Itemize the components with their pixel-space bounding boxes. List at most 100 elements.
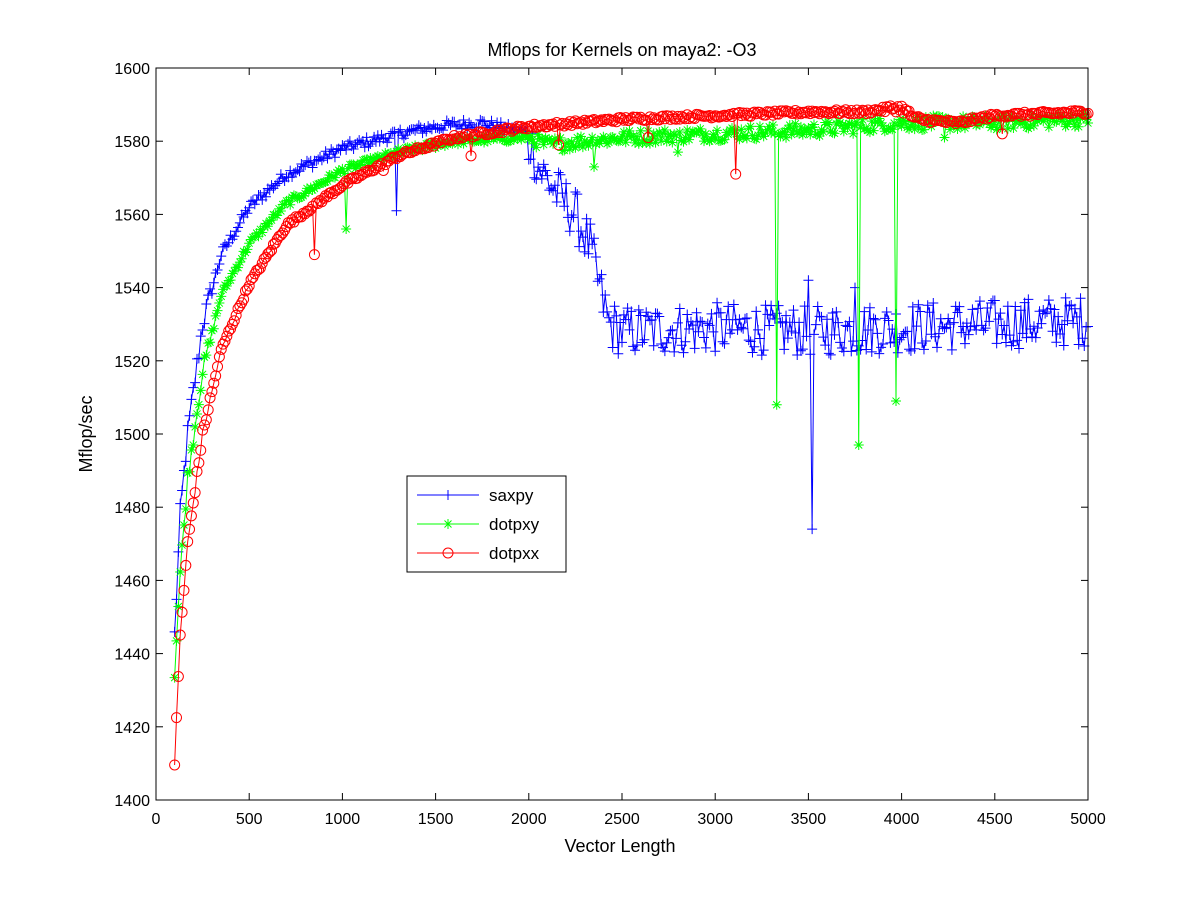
data-point-dotpxy-304-shape [736,124,747,135]
data-point-saxpy-446 [1000,337,1011,348]
data-point-dotpxx-28 [221,330,233,342]
data-point-dotpxy-207-shape [555,132,566,143]
data-point-saxpy-307 [741,312,752,323]
data-point-saxpy-263 [659,346,670,357]
data-point-saxpy-155 [458,115,469,126]
data-point-dotpxy-248 [631,131,642,142]
data-point-dotpxy-5-shape [178,520,189,531]
data-point-saxpy-454-shape [1015,305,1026,316]
data-point-dotpxx-8 [184,523,196,535]
data-point-dotpxy-310 [747,130,758,141]
data-point-dotpxx-32 [228,315,240,327]
data-point-saxpy-115-shape [384,133,394,144]
data-point-dotpxy-204 [549,133,560,144]
data-point-saxpy-393-shape [902,326,913,337]
data-point-dotpxy-30-shape [225,275,236,286]
data-point-dotpxy-338-shape [799,124,810,135]
data-point-saxpy-13-shape [193,353,204,364]
data-point-dotpxy-35 [234,257,245,268]
data-point-saxpy-431 [973,303,984,314]
data-point-saxpy-453 [1014,343,1025,354]
data-point-dotpxy-295-shape [719,134,730,145]
data-point-saxpy-263-shape [659,346,670,357]
data-point-dotpxy-299 [726,123,737,134]
data-point-dotpxy-173 [492,133,503,144]
data-point-dotpxy-193-shape [529,138,540,149]
data-point-dotpxy-330-shape [784,120,795,131]
data-point-saxpy-219 [577,232,588,243]
data-point-dotpxy-189 [521,129,532,140]
data-point-dotpxx-446-shape [1000,111,1012,123]
data-point-dotpxy-38 [240,247,251,258]
data-point-dotpxy-406-shape [926,121,937,132]
data-point-dotpxy-3 [175,567,186,578]
data-point-saxpy-55-shape [272,178,283,189]
data-point-saxpy-225-shape [589,233,600,244]
data-point-saxpy-420 [952,307,963,318]
data-point-dotpxx-242 [620,112,632,124]
data-point-saxpy-305 [738,323,749,334]
data-point-dotpxy-285 [700,128,711,139]
data-point-saxpy-363 [846,346,857,357]
data-point-dotpxy-322 [769,128,780,139]
data-point-saxpy-428-shape [967,304,978,315]
data-point-dotpxx-307-shape [741,107,753,119]
y-tick-label-6: 1520 [114,354,150,371]
data-point-dotpxy-368 [855,122,866,133]
data-point-dotpxx-244-shape [623,114,635,126]
data-point-dotpxy-6-shape [180,503,191,514]
data-point-dotpxy-480 [1064,116,1075,127]
data-point-dotpxy-177-shape [499,135,510,146]
data-point-dotpxy-262 [658,128,669,139]
data-point-dotpxx-98-shape [351,172,363,184]
data-point-dotpxy-168-shape [482,136,493,147]
legend-marker-shape-saxpy [443,490,453,500]
data-point-saxpy-332-shape [788,305,799,316]
data-point-dotpxx-474-shape [1052,107,1064,119]
data-point-saxpy-238-shape [613,348,624,359]
data-point-dotpxy-268-shape [669,129,680,140]
data-point-saxpy-405 [924,307,935,318]
data-point-dotpxy-22-shape [210,310,221,321]
data-point-dotpxy-329-shape [782,123,793,134]
data-point-dotpxy-402-shape [918,124,929,135]
data-point-saxpy-131-shape [413,120,424,131]
data-point-dotpxy-357-shape [835,117,846,128]
data-point-dotpxy-61-shape [283,195,294,206]
data-point-dotpxy-27-shape [219,280,230,291]
data-point-dotpxy-301-shape [730,125,741,136]
data-point-dotpxy-82-shape [322,176,333,187]
data-point-dotpxy-244-shape [624,125,635,136]
data-point-saxpy-486 [1075,293,1086,304]
data-point-saxpy-43-shape [249,199,260,210]
y-tick-label-9: 1580 [114,134,150,151]
data-point-dotpxy-179-shape [503,136,514,147]
data-point-dotpxx-19-shape [204,392,216,404]
data-point-dotpxx-37-shape [238,293,250,305]
data-point-dotpxx-39 [241,283,253,295]
data-point-dotpxx-21-shape [208,377,220,389]
data-point-dotpxy-458-shape [1023,123,1034,134]
data-point-saxpy-9-shape [186,394,197,405]
data-point-dotpxy-2-shape [173,601,184,612]
data-point-dotpxy-362-shape [844,118,855,129]
data-point-dotpxx-404-shape [922,113,934,125]
data-point-dotpxx-372 [862,104,874,116]
data-point-dotpxx-262 [657,110,669,122]
data-point-saxpy-297-shape [723,301,734,312]
data-point-saxpy-241-shape [618,309,629,320]
data-point-saxpy-94 [344,136,355,147]
data-point-dotpxy-123-shape [398,146,409,157]
data-point-dotpxy-194-shape [531,142,542,153]
data-point-saxpy-415 [943,313,954,324]
data-point-dotpxx-41 [245,273,257,285]
data-point-saxpy-393 [902,326,913,337]
data-point-saxpy-208-shape [557,188,568,199]
data-point-saxpy-306 [740,313,751,324]
data-point-dotpxy-367 [853,439,864,450]
data-point-dotpxy-67-shape [294,193,305,204]
data-point-dotpxx-432 [974,112,986,124]
data-point-dotpxy-339-shape [801,127,812,138]
data-point-dotpxy-218-shape [575,131,586,142]
data-point-saxpy-399-shape [913,299,924,310]
